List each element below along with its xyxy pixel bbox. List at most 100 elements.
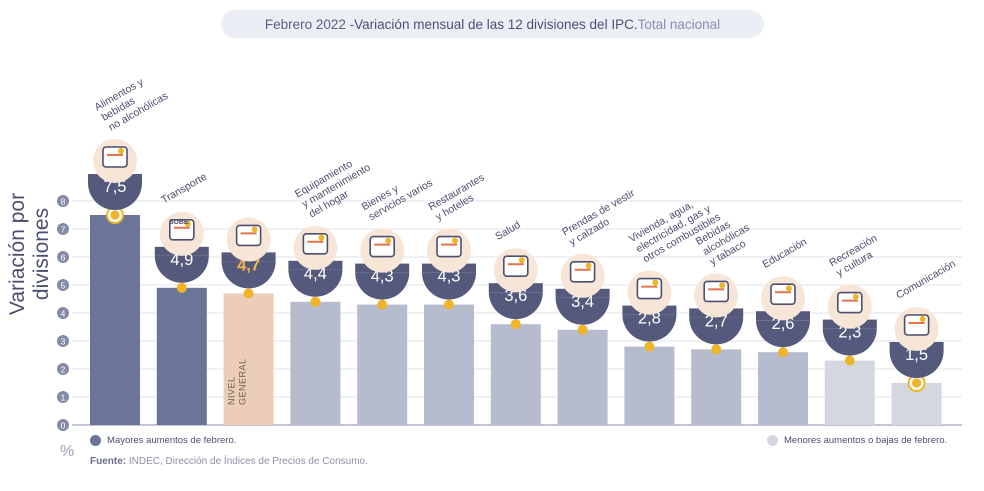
unit-symbol: % (60, 443, 75, 460)
value-badge (889, 351, 944, 378)
bar-marker (444, 299, 454, 310)
legend-low: Menores aumentos o bajas de febrero. (767, 435, 947, 446)
y-tick-dot (57, 391, 69, 403)
y-tick-dot (57, 279, 69, 291)
value-badge (88, 183, 142, 210)
value-label: 4,4 (304, 265, 327, 283)
bar-marker (377, 299, 388, 310)
y-tick-label: 4 (61, 309, 66, 319)
sube-card-text: SUBE (169, 219, 189, 226)
transport-icon: SUBE (169, 219, 195, 241)
bar (223, 293, 274, 425)
value-badge (355, 272, 410, 300)
y-tick-label: 2 (61, 365, 66, 375)
category-label: Educación (761, 236, 810, 271)
phone-icon (903, 314, 930, 336)
y-tick-label: 7 (61, 225, 66, 235)
icon-accent (719, 282, 726, 289)
food-icon (102, 146, 128, 168)
bar (490, 324, 541, 425)
bar-marker (912, 378, 922, 388)
value-badge (488, 292, 543, 320)
book-icon (770, 283, 796, 306)
general-bar-text: NIVEL (227, 376, 237, 405)
y-tick-label: 6 (61, 253, 66, 263)
value-label: 2,8 (638, 310, 661, 328)
source-text: INDEC, Dirección de Índices de Precios d… (126, 456, 368, 467)
icon-accent (385, 237, 392, 244)
bar-marker (110, 210, 120, 220)
bar (691, 349, 742, 425)
y-tick-label: 0 (61, 421, 66, 431)
icon-accent (452, 237, 458, 244)
value-label: 2,3 (838, 324, 861, 342)
icon-accent (118, 148, 124, 154)
bar (156, 287, 207, 425)
bar-marker (778, 347, 788, 358)
bar (290, 301, 341, 425)
value-badge (555, 297, 610, 325)
bar (824, 360, 875, 425)
value-label: 2,7 (705, 312, 728, 330)
chart-title: Febrero 2022 - Variación mensual de las … (221, 10, 764, 38)
y-tick-dot (57, 223, 69, 235)
bar-marker (510, 319, 521, 330)
umbrella-icon (836, 291, 863, 314)
legend-high-swatch (90, 435, 101, 446)
cutlery-icon (436, 235, 462, 258)
value-label: 7,5 (104, 178, 127, 196)
category-label: Comunicación (894, 258, 958, 302)
icon-accent (318, 234, 325, 241)
y-tick-dot (57, 363, 69, 375)
value-badge (689, 317, 744, 345)
legend-high: Mayores aumentos de febrero. (90, 435, 236, 446)
bar (424, 304, 474, 425)
value-label: 4,7 (237, 256, 260, 274)
y-tick-dot (57, 419, 69, 431)
value-label: 3,4 (571, 293, 594, 311)
y-tick-label: 8 (61, 197, 66, 207)
bar-marker (577, 324, 588, 335)
comb-scissors-icon (369, 235, 396, 258)
title-suffix: Total nacional (637, 16, 721, 32)
value-badge (822, 328, 877, 356)
tshirt-icon (569, 260, 596, 283)
value-badge (422, 272, 476, 300)
general-bar-text: GENERAL (238, 358, 248, 405)
y-tick-dot (57, 251, 69, 263)
value-badge (622, 314, 677, 342)
icon-accent (786, 285, 792, 292)
value-label: 3,6 (504, 287, 527, 305)
bar (90, 215, 140, 425)
basket-icon (235, 224, 262, 247)
bar (557, 329, 608, 425)
value-label: 2,6 (772, 315, 795, 333)
icon-accent (852, 293, 859, 300)
bar-marker (310, 296, 321, 307)
value-badge (154, 255, 209, 283)
y-tick-label: 3 (61, 337, 66, 347)
bars: 7,5 4,9 NIVEL GENERAL 4,7 4,4 4,3 4,3 3,6 3,4 2,8 2… (88, 174, 944, 425)
value-label: 1,5 (905, 346, 928, 364)
bottles-icon (703, 280, 730, 303)
legend-high-text: Mayores aumentos de febrero. (107, 435, 237, 446)
y-tick-dot (57, 335, 69, 347)
y-tick-label: 1 (61, 393, 66, 403)
value-label: 4,9 (170, 251, 193, 269)
title-main: Variación mensual de las 12 divisiones d… (354, 16, 638, 32)
y-tick-dot (57, 307, 69, 319)
value-badge (756, 320, 810, 348)
y-tick-dot (57, 195, 69, 207)
lightbulb-icon (636, 277, 663, 300)
value-badge (288, 269, 343, 297)
bar-marker (844, 355, 855, 366)
value-badge (221, 261, 276, 289)
legend-low-text: Menores aumentos o bajas de febrero. (784, 435, 948, 446)
bar-marker (176, 282, 187, 293)
icon-accent (518, 257, 525, 264)
health-cross-icon (502, 255, 529, 278)
bar (357, 304, 408, 425)
bar (624, 346, 675, 425)
bar-marker (644, 341, 655, 352)
